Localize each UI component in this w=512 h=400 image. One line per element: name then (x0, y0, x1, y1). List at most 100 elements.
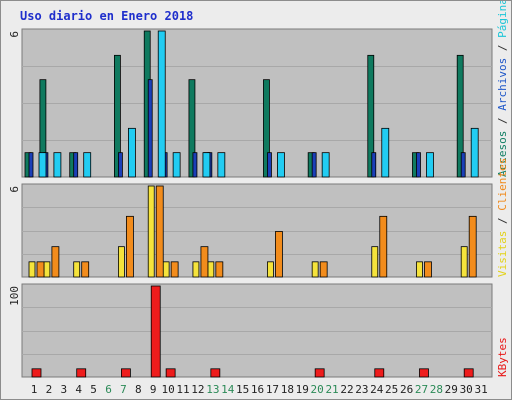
x-tick-label-19: 19 (296, 383, 309, 396)
legend-entry-top-3: / (496, 38, 509, 58)
bar-bottom-s0-d9 (150, 285, 161, 378)
legend-bottom: KBytes (496, 337, 509, 377)
bar-top-s1-d9 (147, 79, 153, 178)
bar-top-s2-d4 (83, 152, 92, 178)
x-tick-label-12: 12 (191, 383, 204, 396)
x-tick-label-7: 7 (120, 383, 127, 396)
bar-middle-s1-d30 (468, 215, 477, 278)
bar-middle-s0-d7 (118, 246, 125, 278)
x-tick-label-20: 20 (311, 383, 324, 396)
bar-top-s2-d13 (217, 152, 226, 178)
bar-middle-s0-d30 (460, 246, 468, 278)
bar-top-s1-d1 (28, 152, 34, 178)
y-max-label-top: 6 (8, 31, 21, 38)
legend-entry-top-0: Accesos (496, 131, 509, 177)
x-tick-label-25: 25 (385, 383, 398, 396)
x-tick-label-3: 3 (60, 383, 67, 396)
bar-middle-s1-d9 (155, 185, 164, 278)
bar-top-s1-d17 (267, 152, 272, 178)
bar-middle-s1-d24 (379, 215, 388, 278)
x-tick-label-8: 8 (135, 383, 142, 396)
bar-top-s0-d12 (188, 79, 196, 178)
bar-bottom-s0-d27 (419, 368, 429, 378)
bar-top-s1-d30 (460, 152, 466, 178)
x-tick-label-23: 23 (355, 383, 368, 396)
x-tick-label-30: 30 (460, 383, 473, 396)
x-tick-label-22: 22 (340, 383, 353, 396)
bar-top-s0-d17 (263, 79, 270, 178)
bar-top-s2-d1 (38, 152, 47, 178)
bar-bottom-s0-d20 (314, 368, 325, 378)
bar-middle-s0-d24 (371, 246, 379, 278)
bar-bottom-s0-d30 (463, 368, 474, 378)
plot-area-middle (21, 183, 493, 278)
bar-top-s2-d20 (321, 152, 330, 178)
x-tick-label-10: 10 (162, 383, 175, 396)
bar-middle-s1-d1 (36, 261, 45, 278)
bar-middle-s1-d27 (424, 261, 432, 278)
chart-title: Uso diario en Enero 2018 (20, 9, 193, 23)
bar-bottom-s0-d10 (165, 368, 176, 378)
bar-middle-s1-d12 (200, 246, 209, 278)
bar-top-s0-d30 (456, 54, 464, 178)
x-tick-label-28: 28 (430, 383, 443, 396)
x-tick-label-1: 1 (31, 383, 38, 396)
bar-top-s2-d17 (277, 152, 285, 178)
x-tick-label-11: 11 (176, 383, 189, 396)
bar-top-s2-d24 (381, 127, 390, 178)
x-tick-label-24: 24 (370, 383, 384, 396)
bar-top-s0-d7 (114, 54, 121, 178)
bar-middle-s0-d10 (162, 261, 170, 278)
x-tick-label-18: 18 (281, 383, 294, 396)
legend-entry-middle-1: / (496, 211, 509, 231)
bar-top-s2-d12 (202, 152, 211, 178)
x-tick-label-14: 14 (221, 383, 235, 396)
x-tick-label-2: 2 (46, 383, 53, 396)
x-tick-label-29: 29 (445, 383, 458, 396)
bar-middle-s0-d20 (311, 261, 319, 278)
bar-middle-s1-d2 (51, 246, 60, 278)
x-tick-label-9: 9 (150, 383, 157, 396)
legend-entry-middle-2: Clientes (496, 158, 509, 211)
bar-middle-s0-d27 (416, 261, 423, 278)
x-tick-label-26: 26 (400, 383, 413, 396)
x-tick-label-31: 31 (474, 383, 487, 396)
bar-bottom-s0-d1 (31, 368, 42, 378)
bar-middle-s0-d17 (267, 261, 274, 278)
bar-middle-s0-d1 (28, 261, 36, 278)
x-tick-label-16: 16 (251, 383, 264, 396)
bar-bottom-s0-d24 (374, 368, 385, 378)
bar-bottom-s0-d7 (121, 368, 131, 378)
bar-middle-s0-d12 (192, 261, 200, 278)
legend-middle: Visitas / Clientes (496, 158, 509, 277)
y-max-label-bottom: 100 (8, 286, 21, 306)
bar-top-s1-d12 (192, 152, 198, 178)
bar-top-s1-d27 (416, 152, 421, 178)
bar-middle-s1-d13 (215, 261, 224, 278)
bar-top-s0-d24 (367, 54, 375, 178)
bar-top-s2-d10 (172, 152, 181, 178)
bar-top-s2-d7 (128, 127, 136, 178)
x-tick-label-6: 6 (105, 383, 112, 396)
bar-middle-s0-d4 (73, 261, 81, 278)
x-tick-label-5: 5 (90, 383, 97, 396)
bar-middle-s0-d13 (207, 261, 215, 278)
bar-middle-s1-d4 (81, 261, 90, 278)
legend-top: Accesos / Archivos / Páginas (496, 1, 509, 177)
x-tick-label-15: 15 (236, 383, 249, 396)
bar-top-s1-d24 (371, 152, 377, 178)
x-tick-label-27: 27 (415, 383, 428, 396)
x-tick-label-4: 4 (75, 383, 82, 396)
bar-middle-s1-d17 (275, 231, 283, 278)
bar-middle-s1-d20 (319, 261, 328, 278)
bar-middle-s0-d2 (43, 261, 51, 278)
plot-area-bottom (21, 283, 493, 378)
bar-top-s2-d9 (157, 30, 166, 178)
legend-entry-bottom-0: KBytes (496, 337, 509, 377)
legend-entry-top-1: / (496, 111, 509, 131)
bar-top-s2-d27 (426, 152, 434, 178)
bar-middle-s1-d7 (126, 215, 134, 278)
legend-entry-top-2: Archivos (496, 58, 509, 111)
